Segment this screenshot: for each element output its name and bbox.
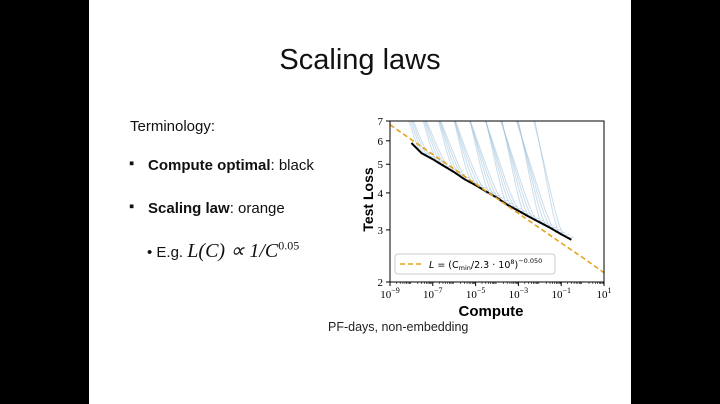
- x-tick-label: 10−3: [509, 286, 529, 301]
- x-axis-label: Compute: [459, 303, 524, 320]
- y-tick-label: 7: [378, 116, 384, 128]
- y-tick-label: 6: [378, 136, 384, 148]
- x-tick-label: 10−9: [380, 286, 400, 301]
- y-tick-label: 2: [378, 277, 384, 289]
- chart-caption: PF-days, non-embedding: [328, 320, 469, 334]
- y-axis-label: Test Loss: [360, 167, 376, 232]
- plot-frame: [389, 120, 605, 283]
- example-prefix: E.g.: [156, 244, 184, 261]
- x-tick-label: 10−1: [551, 286, 571, 301]
- example-formula: L(C) ∝ 1/C0.05: [187, 238, 300, 262]
- compute-optimal-desc: : black: [270, 157, 314, 174]
- y-tick-label: 4: [378, 188, 384, 200]
- formula-body: L(C) ∝ 1/C: [187, 240, 279, 262]
- bullet-dot-1: ▪: [129, 155, 135, 172]
- bullet-dot-2: ▪: [129, 198, 135, 215]
- terminology-label: Terminology:: [130, 118, 216, 135]
- legend-box: [394, 253, 556, 275]
- scaling-law-term: Scaling law: [148, 200, 230, 217]
- formula-exponent: 0.05: [278, 238, 300, 253]
- bullet-example: • E.g. L(C) ∝ 1/C0.05: [147, 238, 300, 262]
- scaling-law-line: [390, 124, 604, 274]
- compute-optimal-term: Compute optimal: [148, 157, 271, 174]
- x-tick-label: 10−5: [466, 286, 486, 301]
- legend-label: L = (Cmin/2.3 · 108)−0.050: [429, 257, 542, 272]
- bullet-scaling-law: Scaling law: orange: [148, 200, 285, 217]
- scaling-law-desc: : orange: [229, 200, 285, 217]
- y-tick-label: 5: [378, 159, 384, 171]
- slide-title: Scaling laws: [279, 44, 441, 76]
- x-tick-label: 101: [597, 286, 612, 301]
- x-tick-label: 10−7: [423, 286, 443, 301]
- y-tick-label: 3: [378, 225, 384, 237]
- bullet-compute-optimal: Compute optimal: black: [148, 157, 314, 174]
